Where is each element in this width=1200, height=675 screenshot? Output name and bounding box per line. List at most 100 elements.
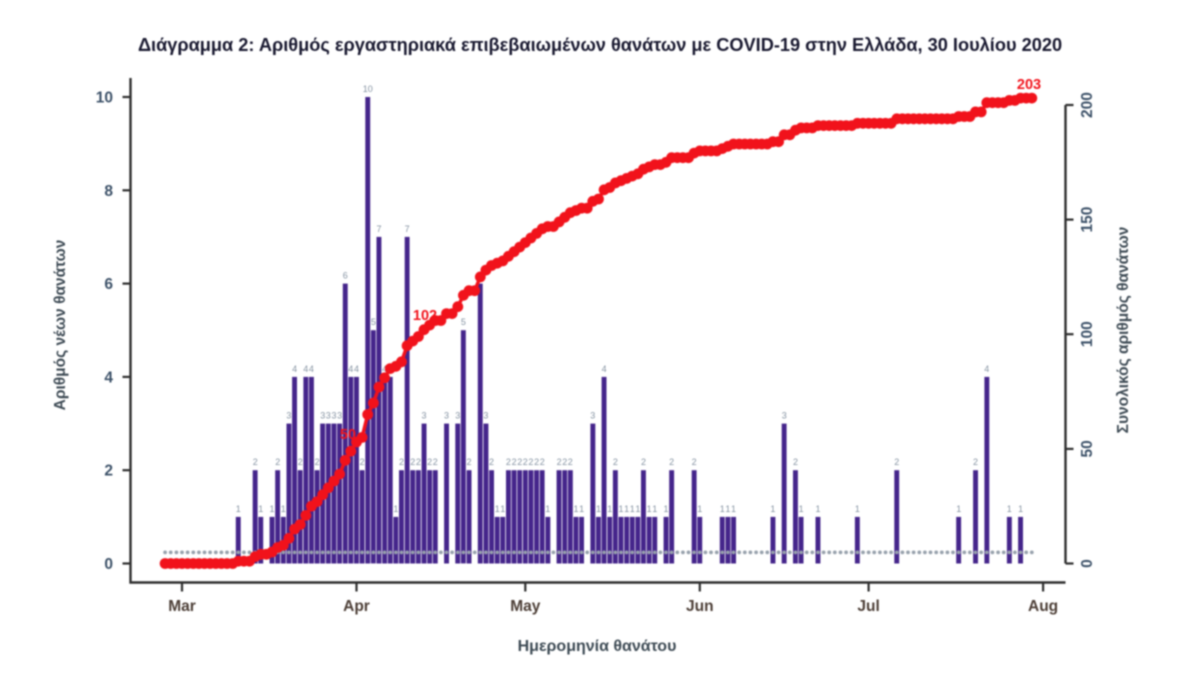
svg-text:1: 1 xyxy=(663,504,668,514)
svg-text:1: 1 xyxy=(393,504,398,514)
svg-text:2: 2 xyxy=(517,457,522,467)
svg-text:3: 3 xyxy=(483,411,488,421)
svg-text:2: 2 xyxy=(433,457,438,467)
svg-text:2: 2 xyxy=(641,457,646,467)
svg-text:1: 1 xyxy=(725,504,730,514)
svg-text:150: 150 xyxy=(1079,207,1096,233)
svg-text:2: 2 xyxy=(298,457,303,467)
svg-text:Apr: Apr xyxy=(343,598,370,615)
svg-text:3: 3 xyxy=(444,411,449,421)
svg-text:4: 4 xyxy=(382,364,387,374)
svg-text:2: 2 xyxy=(523,457,528,467)
svg-text:1: 1 xyxy=(624,504,629,514)
svg-text:3: 3 xyxy=(326,411,331,421)
svg-text:4: 4 xyxy=(602,364,607,374)
svg-text:Aug: Aug xyxy=(1028,598,1058,615)
svg-text:7: 7 xyxy=(405,224,410,234)
svg-text:2: 2 xyxy=(562,457,567,467)
svg-text:2: 2 xyxy=(506,457,511,467)
svg-text:1: 1 xyxy=(770,504,775,514)
svg-text:2: 2 xyxy=(568,457,573,467)
svg-text:1: 1 xyxy=(652,504,657,514)
svg-text:3: 3 xyxy=(337,411,342,421)
svg-text:4: 4 xyxy=(104,369,113,386)
svg-text:2: 2 xyxy=(315,457,320,467)
svg-text:Jul: Jul xyxy=(857,598,879,615)
svg-text:1: 1 xyxy=(855,504,860,514)
svg-text:6: 6 xyxy=(104,276,113,293)
svg-text:2: 2 xyxy=(692,457,697,467)
svg-text:8: 8 xyxy=(104,183,113,200)
svg-text:4: 4 xyxy=(348,364,353,374)
svg-text:Ημερομηνία θανάτου: Ημερομηνία θανάτου xyxy=(518,638,677,655)
svg-text:2: 2 xyxy=(894,457,899,467)
svg-text:2: 2 xyxy=(489,457,494,467)
svg-text:4: 4 xyxy=(309,364,314,374)
svg-text:4: 4 xyxy=(984,364,989,374)
svg-text:2: 2 xyxy=(253,457,258,467)
svg-text:4: 4 xyxy=(303,364,308,374)
svg-text:3: 3 xyxy=(320,411,325,421)
svg-text:5: 5 xyxy=(371,317,376,327)
svg-text:2: 2 xyxy=(557,457,562,467)
svg-text:5: 5 xyxy=(461,317,466,327)
svg-text:2: 2 xyxy=(613,457,618,467)
svg-text:1: 1 xyxy=(269,504,274,514)
svg-text:2: 2 xyxy=(512,457,517,467)
svg-text:2: 2 xyxy=(973,457,978,467)
svg-text:1: 1 xyxy=(236,504,241,514)
svg-text:2: 2 xyxy=(360,457,365,467)
svg-text:2: 2 xyxy=(534,457,539,467)
svg-text:1: 1 xyxy=(1018,504,1023,514)
svg-text:3: 3 xyxy=(782,411,787,421)
svg-text:2: 2 xyxy=(793,457,798,467)
svg-text:Διάγραμμα 2: Αριθμός εργαστηρι: Διάγραμμα 2: Αριθμός εργαστηριακά επιβεβ… xyxy=(138,35,1062,55)
svg-text:0: 0 xyxy=(104,556,113,573)
svg-text:203: 203 xyxy=(1017,77,1041,93)
svg-text:1: 1 xyxy=(815,504,820,514)
svg-text:1: 1 xyxy=(956,504,961,514)
svg-text:2: 2 xyxy=(104,463,113,480)
svg-text:Jun: Jun xyxy=(686,598,714,615)
svg-text:3: 3 xyxy=(421,411,426,421)
svg-text:May: May xyxy=(510,598,541,615)
svg-text:1: 1 xyxy=(799,504,804,514)
svg-text:2: 2 xyxy=(410,457,415,467)
svg-text:50: 50 xyxy=(1079,440,1096,457)
svg-text:2: 2 xyxy=(466,457,471,467)
svg-text:Συνολικός αριθμός θανάτων: Συνολικός αριθμός θανάτων xyxy=(1115,227,1132,434)
svg-text:100: 100 xyxy=(1079,321,1096,347)
svg-text:2: 2 xyxy=(427,457,432,467)
svg-text:10: 10 xyxy=(363,84,373,94)
svg-text:4: 4 xyxy=(292,364,297,374)
svg-text:2: 2 xyxy=(399,457,404,467)
svg-text:1: 1 xyxy=(607,504,612,514)
svg-text:Αριθμός νέων θανάτων: Αριθμός νέων θανάτων xyxy=(52,240,69,411)
svg-text:1: 1 xyxy=(281,504,286,514)
svg-text:1: 1 xyxy=(258,504,263,514)
svg-text:3: 3 xyxy=(286,411,291,421)
svg-text:2: 2 xyxy=(540,457,545,467)
svg-text:2: 2 xyxy=(275,457,280,467)
svg-text:10: 10 xyxy=(96,90,113,107)
svg-text:1: 1 xyxy=(545,504,550,514)
svg-text:3: 3 xyxy=(590,411,595,421)
svg-text:1: 1 xyxy=(500,504,505,514)
svg-text:1: 1 xyxy=(596,504,601,514)
svg-text:1: 1 xyxy=(635,504,640,514)
svg-text:7: 7 xyxy=(376,224,381,234)
svg-text:Mar: Mar xyxy=(168,598,196,615)
svg-text:1: 1 xyxy=(647,504,652,514)
svg-text:2: 2 xyxy=(416,457,421,467)
svg-text:200: 200 xyxy=(1079,92,1096,118)
svg-text:4: 4 xyxy=(354,364,359,374)
svg-text:1: 1 xyxy=(630,504,635,514)
svg-text:3: 3 xyxy=(331,411,336,421)
svg-text:3: 3 xyxy=(455,411,460,421)
svg-text:1: 1 xyxy=(579,504,584,514)
svg-text:0: 0 xyxy=(1079,559,1096,568)
svg-text:1: 1 xyxy=(573,504,578,514)
svg-text:6: 6 xyxy=(343,271,348,281)
svg-text:1: 1 xyxy=(720,504,725,514)
svg-text:1: 1 xyxy=(1007,504,1012,514)
